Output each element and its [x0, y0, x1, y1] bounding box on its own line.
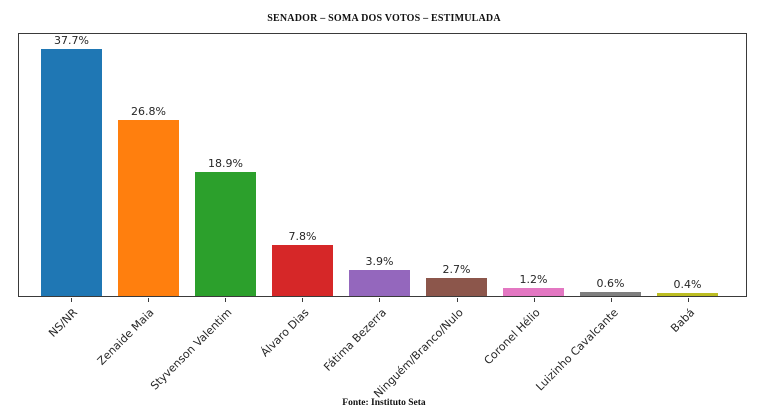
bar-slot: 1.2%	[495, 34, 572, 296]
x-tick-label: NS/NR	[46, 306, 80, 340]
bar-slot: 37.7%	[33, 34, 110, 296]
x-tick	[147, 298, 149, 302]
x-tick	[70, 298, 72, 302]
x-axis-labels: NS/NR Zenaide Maia Styvenson Valentim Álvar…	[18, 298, 747, 408]
bar-slot: 3.9%	[341, 34, 418, 296]
x-tick	[533, 298, 535, 302]
bar	[195, 171, 256, 296]
source-note: Fonte: Instituto Seta	[342, 398, 426, 408]
bar-slot: 7.8%	[264, 34, 341, 296]
x-axis-cell: Styvenson Valentim	[148, 298, 263, 408]
bar-value-label: 7.8%	[288, 229, 317, 243]
bar-slot: 0.6%	[572, 34, 649, 296]
x-axis-cell: Luizinho Cavalcante	[533, 298, 650, 408]
chart-title: SENADOR – SOMA DOS VOTOS – ESTIMULADA	[267, 13, 501, 24]
x-axis-cell: Coronel Hélio	[482, 298, 572, 408]
bar-value-label: 1.2%	[519, 273, 548, 287]
x-tick	[302, 298, 304, 302]
x-tick-label: Babá	[668, 306, 698, 336]
bar-value-label: 2.7%	[442, 263, 471, 277]
bar-value-label: 37.7%	[54, 34, 89, 47]
x-axis-cell: Zenaide Maia	[95, 298, 186, 408]
bars-row: 37.7% 26.8% 18.9% 7.8% 3.9% 2.7% 1.2% 0.6% 0.4%	[19, 34, 746, 296]
x-tick	[225, 298, 227, 302]
bar-value-label: 0.6%	[596, 277, 625, 291]
bar	[657, 293, 718, 296]
x-tick	[688, 298, 690, 302]
x-axis-cell: NS/NR	[32, 298, 109, 408]
x-tick	[611, 298, 613, 302]
x-axis-cell: Ninguém/Branco/Nulo	[371, 298, 495, 408]
x-tick	[379, 298, 381, 302]
plot-area: 37.7% 26.8% 18.9% 7.8% 3.9% 2.7% 1.2% 0.6% 0.4%	[18, 33, 747, 297]
x-tick-label: Álvaro Dias	[258, 306, 312, 360]
x-axis-cell: Babá	[650, 298, 727, 408]
bar	[426, 278, 487, 296]
bar	[580, 292, 641, 296]
x-axis-cell: Fátima Bezerra	[321, 298, 418, 408]
x-tick	[456, 298, 458, 302]
bar	[118, 119, 179, 296]
bar	[349, 270, 410, 296]
bar-slot: 2.7%	[418, 34, 495, 296]
bar-slot: 26.8%	[110, 34, 187, 296]
bar-value-label: 26.8%	[131, 104, 166, 118]
x-axis-cell: Álvaro Dias	[258, 298, 341, 408]
bar-slot: 0.4%	[649, 34, 726, 296]
bar-value-label: 0.4%	[673, 278, 702, 292]
bar-value-label: 18.9%	[208, 156, 243, 170]
bar-value-label: 3.9%	[365, 255, 394, 269]
bar	[272, 244, 333, 296]
bar-slot: 18.9%	[187, 34, 264, 296]
bar	[503, 288, 564, 296]
bar	[41, 49, 102, 296]
